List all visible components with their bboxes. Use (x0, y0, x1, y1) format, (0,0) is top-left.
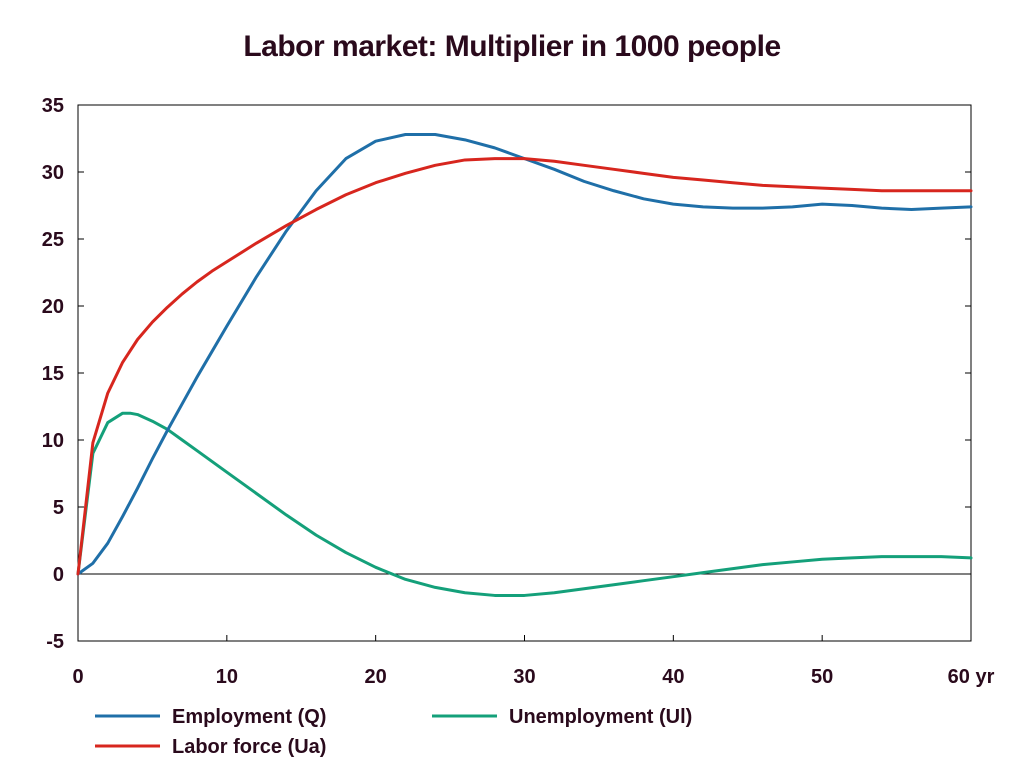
x-tick-label: 40 (662, 666, 684, 688)
series-line-labor-force-ua (76, 157, 973, 576)
x-tick-label: 60 yr (948, 666, 995, 688)
x-tick-label: 20 (365, 666, 387, 688)
y-tick-label: -5 (46, 631, 64, 653)
x-tick-label: 50 (811, 666, 833, 688)
y-tick-label: 15 (42, 363, 64, 385)
x-tick-label: 0 (72, 666, 83, 688)
legend-label: Employment (Q) (172, 706, 326, 728)
series-line-employment-q (76, 132, 973, 576)
y-tick-label: 20 (42, 296, 64, 318)
legend-label: Unemployment (Ul) (509, 706, 692, 728)
y-tick-label: 30 (42, 162, 64, 184)
y-tick-label: 0 (53, 564, 64, 586)
y-tick-label: 10 (42, 430, 64, 452)
chart-title: Labor market: Multiplier in 1000 people (243, 30, 781, 63)
legend-label: Labor force (Ua) (172, 736, 326, 758)
y-tick-label: 35 (42, 95, 64, 117)
y-tick-label: 5 (53, 497, 64, 519)
plot-frame (77, 104, 972, 642)
y-tick-label: 25 (42, 229, 64, 251)
legend: Employment (Q) Unemployment (Ul) Labor for… (95, 706, 692, 758)
x-tick-label: 10 (216, 666, 238, 688)
series-line-unemployment-ul (76, 411, 973, 597)
axes: -5 0 5 10 15 20 25 30 35 0 10 20 30 40 50 60 yr (42, 95, 995, 688)
series-lines (76, 132, 973, 597)
x-tick-label: 30 (513, 666, 535, 688)
